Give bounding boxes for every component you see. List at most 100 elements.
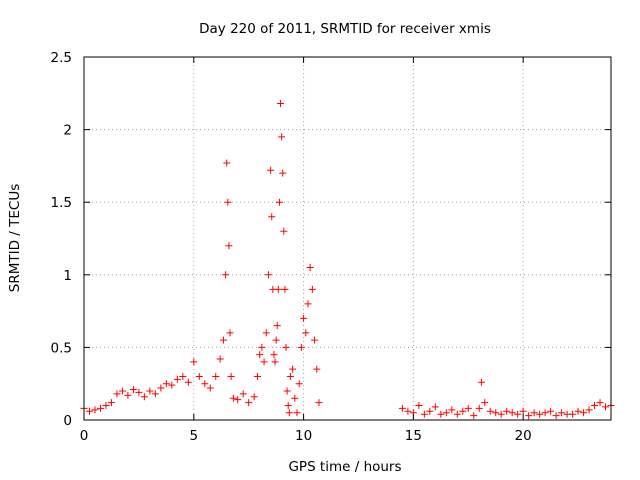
data-points (80, 99, 615, 420)
data-point (206, 384, 214, 392)
data-point (481, 399, 489, 407)
data-point (277, 99, 285, 107)
data-point (514, 410, 522, 418)
data-point (107, 399, 115, 407)
data-point (574, 407, 582, 415)
x-tick-label: 0 (80, 428, 89, 444)
y-tick-label: 2.5 (51, 50, 72, 66)
data-point (415, 401, 423, 409)
data-point (225, 242, 233, 250)
data-point (547, 407, 555, 415)
data-point (268, 213, 276, 221)
data-point (300, 314, 308, 322)
data-point (470, 412, 478, 420)
data-point (282, 343, 290, 351)
data-point (262, 329, 270, 337)
data-point (278, 133, 286, 141)
data-point (284, 401, 292, 409)
data-point (475, 404, 483, 412)
data-point (239, 390, 247, 398)
data-point (558, 409, 566, 417)
data-point (569, 410, 577, 418)
data-point (477, 378, 485, 386)
data-point (184, 378, 192, 386)
data-point (260, 358, 268, 366)
data-point (308, 285, 316, 293)
data-point (313, 365, 321, 373)
data-point (311, 336, 319, 344)
data-point (453, 410, 461, 418)
data-point (270, 351, 278, 359)
grid (84, 57, 611, 420)
data-point (585, 406, 593, 414)
data-point (157, 384, 165, 392)
y-tick-label: 0 (63, 413, 72, 429)
data-point (503, 407, 511, 415)
data-point (591, 401, 599, 409)
x-tick-label: 20 (515, 428, 532, 444)
data-point (85, 407, 93, 415)
data-point (281, 285, 289, 293)
data-point (96, 404, 104, 412)
data-point (398, 404, 406, 412)
data-point (459, 407, 467, 415)
data-point (264, 271, 272, 279)
data-point (289, 365, 297, 373)
data-point (486, 407, 494, 415)
axis-ticks: 0 5 10 15 20 0 0.5 1 1.5 2 2.5 (51, 50, 611, 444)
data-point (297, 343, 305, 351)
data-point (216, 355, 224, 363)
data-point (113, 390, 121, 398)
data-point (267, 166, 275, 174)
data-point (272, 336, 280, 344)
y-tick-label: 1.5 (51, 195, 72, 211)
y-axis-label: SRMTID / TECUs (7, 184, 23, 292)
data-point (295, 380, 303, 388)
data-point (602, 403, 610, 411)
data-point (273, 322, 281, 330)
data-point (168, 381, 176, 389)
data-point (258, 343, 266, 351)
data-point (580, 409, 588, 417)
data-point (124, 391, 132, 399)
data-point (596, 399, 604, 407)
data-point (274, 285, 282, 293)
data-point (497, 410, 505, 418)
data-point (437, 410, 445, 418)
data-point (420, 410, 428, 418)
data-point (302, 329, 310, 337)
data-point (219, 336, 227, 344)
data-point (234, 396, 242, 404)
data-point (315, 399, 323, 407)
data-point (492, 409, 500, 417)
data-point (283, 387, 291, 395)
chart-title: Day 220 of 2011, SRMTID for receiver xmi… (199, 21, 491, 37)
data-point (222, 271, 230, 279)
data-point (227, 372, 235, 380)
data-point (223, 159, 231, 167)
data-point (536, 410, 544, 418)
data-point (404, 407, 412, 415)
data-point (212, 372, 220, 380)
data-point (224, 198, 232, 206)
data-point (173, 375, 181, 383)
data-point (245, 399, 253, 407)
data-point (102, 401, 110, 409)
data-point (431, 403, 439, 411)
data-point (201, 380, 209, 388)
data-point (275, 198, 283, 206)
data-point (229, 394, 237, 402)
y-tick-label: 0.5 (51, 340, 72, 356)
data-point (135, 388, 143, 396)
data-point (146, 387, 154, 395)
data-point (304, 300, 312, 308)
data-point (118, 387, 126, 395)
data-point (129, 386, 137, 394)
data-point (285, 409, 293, 417)
data-point (190, 358, 198, 366)
data-point (256, 351, 264, 359)
x-tick-label: 5 (189, 428, 198, 444)
data-point (151, 390, 159, 398)
data-point (91, 406, 99, 414)
